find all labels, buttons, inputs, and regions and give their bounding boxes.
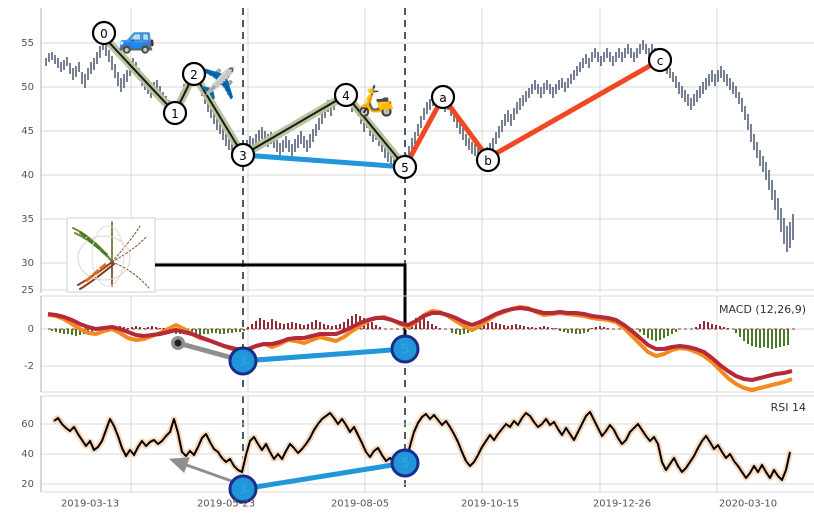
rsi-panel: 60 40 20 3 5 RSI 14 [21, 395, 814, 504]
impulse-wave-labels: 0 1 2 3 4 [91, 20, 418, 180]
svg-text:0: 0 [28, 324, 34, 335]
svg-text:-2: -2 [24, 361, 34, 372]
wave-label-c: c [647, 47, 673, 73]
svg-text:c: c [657, 54, 664, 68]
svg-text:40: 40 [21, 449, 34, 460]
rsi-series [53, 410, 792, 482]
svg-text:30: 30 [21, 258, 34, 269]
svg-text:0: 0 [100, 27, 108, 41]
svg-text:3: 3 [238, 355, 247, 370]
rsi-marker-3: 3 [228, 474, 258, 504]
rsi-gray-arrow [168, 457, 242, 486]
svg-text:25: 25 [21, 285, 34, 296]
svg-text:3: 3 [238, 483, 247, 498]
price-panel: 55 50 45 40 35 30 25 [21, 8, 814, 492]
rsi-label: RSI 14 [771, 401, 806, 414]
wave-label-a: a [430, 84, 456, 110]
svg-text:2019-05-23: 2019-05-23 [197, 498, 255, 509]
abc-correction-line [402, 57, 663, 170]
wave-label-5: 5 [392, 154, 418, 180]
svg-text:5: 5 [401, 161, 409, 175]
wave-label-3: 3 [230, 142, 256, 168]
svg-text:20: 20 [21, 479, 34, 490]
rsi-y-axis-labels: 60 40 20 [21, 419, 34, 490]
impulse-overlay [100, 33, 409, 171]
correction-wave-labels: a b c [430, 47, 673, 173]
svg-text:4: 4 [342, 89, 350, 103]
price-y-axis-labels: 55 50 45 40 35 30 25 [21, 38, 34, 296]
wave-label-0: 0 [91, 20, 117, 46]
car-emoji: 🚙 [118, 21, 155, 56]
svg-text:35: 35 [21, 214, 34, 225]
scooter-emoji: 🛵 [357, 84, 394, 119]
wave-label-1: 1 [162, 100, 188, 126]
svg-text:50: 50 [21, 82, 34, 93]
x-axis-labels: 2019-03-13 2019-05-23 2019-08-05 2019-10… [61, 498, 777, 509]
svg-text:2019-03-13: 2019-03-13 [61, 498, 119, 509]
macd-panel: 0 -2 [24, 295, 814, 393]
svg-text:3: 3 [239, 149, 247, 163]
wave-label-4: 4 [333, 82, 359, 108]
wave-label-2: 2 [181, 61, 207, 87]
rsi-marker-5: 5 [390, 448, 420, 478]
pattern-thumbnail-inset[interactable] [66, 217, 156, 293]
svg-text:1: 1 [171, 107, 179, 121]
svg-text:60: 60 [21, 419, 34, 430]
svg-text:2: 2 [190, 68, 198, 82]
svg-text:2020-03-10: 2020-03-10 [719, 498, 777, 509]
macd-label: MACD (12,26,9) [719, 303, 806, 316]
svg-text:5: 5 [400, 457, 409, 472]
svg-text:2019-08-05: 2019-08-05 [331, 498, 389, 509]
macd-divergence-line [240, 346, 408, 364]
svg-text:45: 45 [21, 126, 34, 137]
svg-text:2019-12-26: 2019-12-26 [593, 498, 651, 509]
svg-text:a: a [439, 91, 446, 105]
macd-marker-3: 3 [228, 346, 258, 376]
svg-text:40: 40 [21, 170, 34, 181]
rsi-divergence-line [240, 460, 408, 492]
svg-text:b: b [484, 154, 492, 168]
svg-text:2019-10-15: 2019-10-15 [461, 498, 519, 509]
macd-line [47, 306, 793, 382]
svg-text:5: 5 [400, 343, 409, 358]
price-divergence-line [240, 152, 408, 170]
wave-label-b: b [475, 147, 501, 173]
macd-y-axis-labels: 0 -2 [24, 324, 34, 372]
rsi-gridlines [40, 395, 814, 493]
svg-text:55: 55 [21, 38, 34, 49]
macd-marker-5: 5 [390, 334, 420, 364]
macd-lines [47, 305, 793, 392]
